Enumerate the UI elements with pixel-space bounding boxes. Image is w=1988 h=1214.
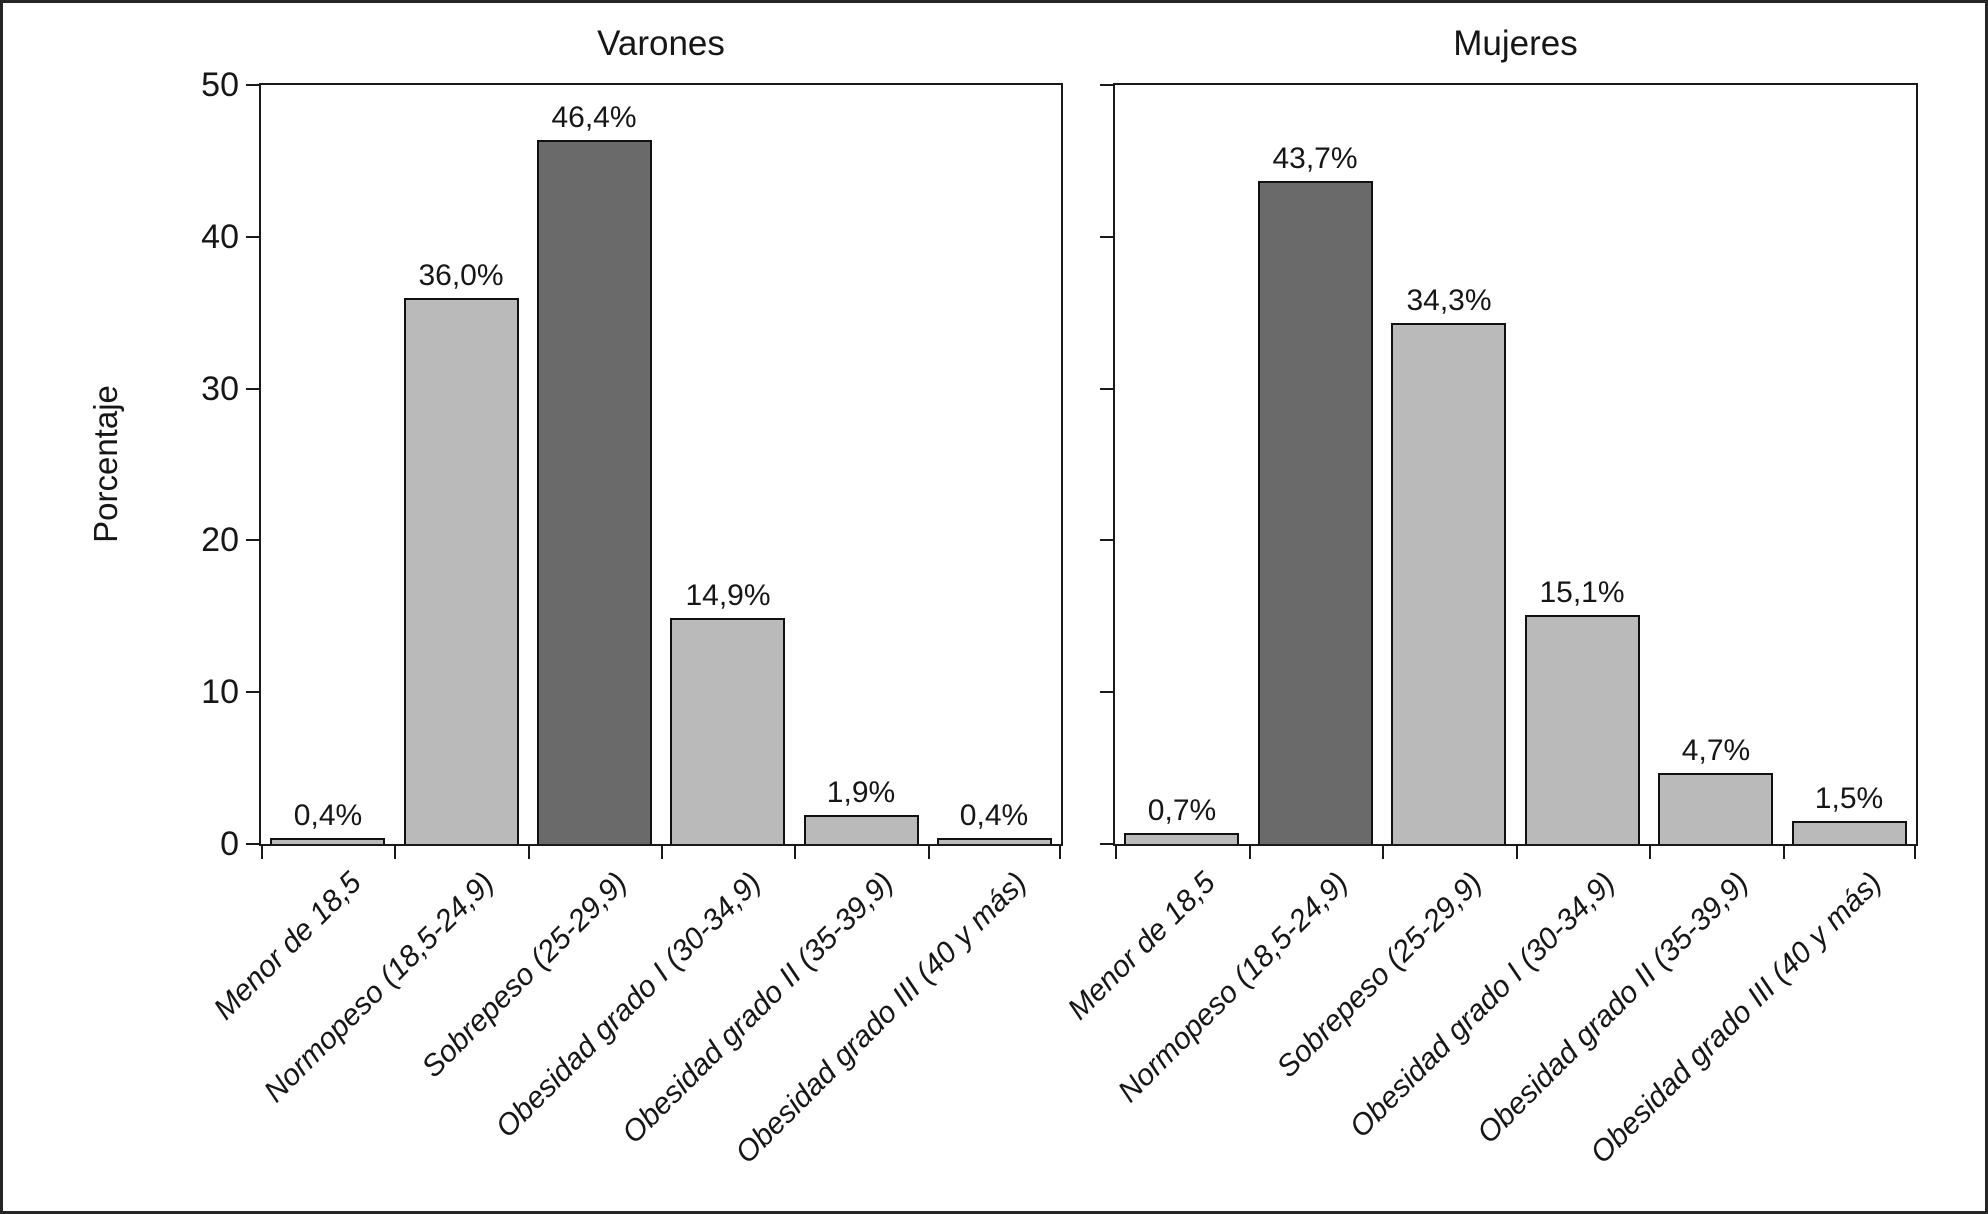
x-category-label-text: Obesidad grado II (35-39,9) [616, 866, 901, 1150]
panel-title-varones: Varones [597, 24, 725, 63]
y-tick-label: 10 [201, 673, 239, 712]
bar-value-label: 14,9% [685, 579, 771, 612]
bar [670, 618, 785, 844]
x-category-label-text: Normopeso (18,5-24,9) [1111, 866, 1355, 1109]
y-tick-label: 30 [201, 369, 239, 408]
x-tick [528, 846, 530, 859]
bar-value-label: 1,5% [1814, 782, 1884, 815]
y-tick-label: 20 [201, 521, 239, 560]
mujeres-plot-area: 0,7% Menor de 18,5 43,7% Normopeso (18,5-24… [1061, 83, 1918, 1170]
x-tick [1649, 846, 1651, 859]
y-tick-label: 0 [220, 825, 239, 863]
x-tick [1382, 846, 1384, 859]
bar [1124, 833, 1239, 844]
x-category-label-text: Obesidad grado III (40 y más) [729, 866, 1034, 1170]
bar-value-label: 1,9% [826, 776, 896, 809]
x-tick [1516, 846, 1518, 859]
y-tick [1100, 843, 1113, 845]
y-tick [1100, 235, 1113, 238]
bar [1258, 181, 1373, 844]
x-tick [1059, 846, 1061, 859]
y-axis-label: Porcentaje [87, 385, 124, 543]
x-tick [1249, 846, 1251, 859]
bar [1658, 773, 1773, 844]
bar-value-label: 34,3% [1406, 284, 1492, 317]
y-tick [1100, 539, 1113, 542]
x-tick [1115, 846, 1117, 859]
x-tick [928, 846, 930, 859]
bar-value-label: 0,4% [293, 799, 363, 832]
bar [1525, 615, 1640, 844]
y-tick-label: 50 [201, 66, 239, 104]
bar [270, 838, 385, 844]
bar [1792, 821, 1907, 844]
x-category-label-text: Obesidad grado III (40 y más) [1584, 866, 1889, 1170]
y-tick [1100, 84, 1113, 86]
bar-value-label: 43,7% [1272, 142, 1358, 175]
y-tick [246, 84, 259, 86]
y-tick [246, 387, 259, 390]
y-tick [1100, 691, 1113, 694]
x-category-label-text: Normopeso (18,5-24,9) [257, 866, 501, 1109]
x-tick [1914, 846, 1916, 859]
panel-title-mujeres: Mujeres [1453, 24, 1578, 63]
y-tick [246, 539, 259, 542]
bar-value-label: 15,1% [1539, 576, 1625, 609]
bar [537, 140, 652, 844]
x-tick [1783, 846, 1785, 859]
y-tick-label: 40 [201, 217, 239, 256]
x-category-label-text: Obesidad grado II (35-39,9) [1471, 866, 1756, 1150]
y-tick [246, 235, 259, 238]
y-tick [1100, 387, 1113, 390]
bar [404, 298, 519, 844]
x-tick [261, 846, 263, 859]
x-tick [661, 846, 663, 859]
bar [937, 838, 1052, 844]
varones-plot-area: 0 10 20 30 40 50 0,4% Menor de 18,5 36,0% Normope… [201, 66, 1063, 1170]
x-tick [394, 846, 396, 859]
x-category-label-text: Obesidad grado I (30-34,9) [489, 866, 768, 1145]
bar-value-label: 36,0% [418, 259, 504, 292]
bar [804, 815, 919, 844]
bar-value-label: 0,4% [959, 799, 1029, 832]
y-tick [246, 843, 259, 845]
y-tick [246, 691, 259, 694]
bar [1391, 323, 1506, 844]
x-tick [794, 846, 796, 859]
bar-value-label: 46,4% [551, 101, 637, 134]
bar-value-label: 0,7% [1147, 794, 1217, 827]
bar-value-label: 4,7% [1681, 734, 1751, 767]
x-category-label-text: Obesidad grado I (30-34,9) [1343, 866, 1622, 1145]
